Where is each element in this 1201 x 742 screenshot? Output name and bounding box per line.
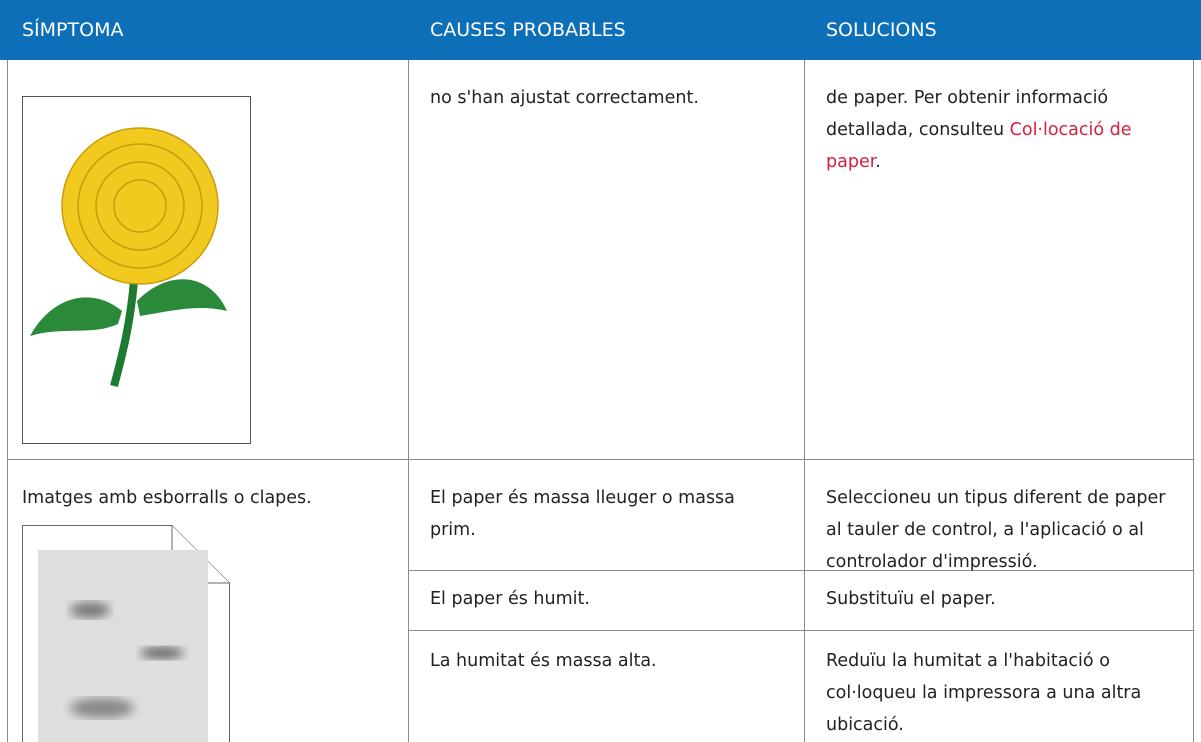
border: [408, 570, 1194, 571]
solution-text: de paper. Per obtenir informació detalla…: [804, 60, 1194, 178]
solution-text: Substituïu el paper.: [826, 589, 996, 609]
border: [1193, 60, 1194, 742]
symptom-text: Imatges amb esborralls o clapes.: [22, 488, 312, 508]
border: [408, 60, 409, 742]
cause-text: El paper és humit.: [430, 589, 590, 609]
smudge-sample-image: [22, 525, 230, 742]
flower-sample-image: [22, 96, 251, 444]
cause-text: La humitat és massa alta.: [430, 651, 657, 671]
header-cell: SOLUCIONS: [804, 0, 1201, 60]
solution-text: .: [875, 152, 881, 172]
header-cell: CAUSES PROBABLES: [408, 0, 804, 60]
border: [7, 459, 1194, 460]
solution-text: Reduïu la humitat a l'habitació o col·lo…: [826, 651, 1142, 735]
border: [804, 60, 805, 742]
cause-text: no s'han ajustat correctament.: [430, 88, 699, 108]
border: [408, 630, 1194, 631]
solution-text: de paper. Per obtenir informació detalla…: [826, 88, 1109, 140]
link[interactable]: Col·locació de paper: [826, 120, 1132, 172]
cause-text: El paper és massa lleuger o massa prim.: [430, 488, 735, 540]
border: [7, 60, 8, 742]
solution-text: Seleccioneu un tipus diferent de paper a…: [826, 488, 1166, 572]
header-cell: SÍMPTOMA: [0, 0, 408, 60]
